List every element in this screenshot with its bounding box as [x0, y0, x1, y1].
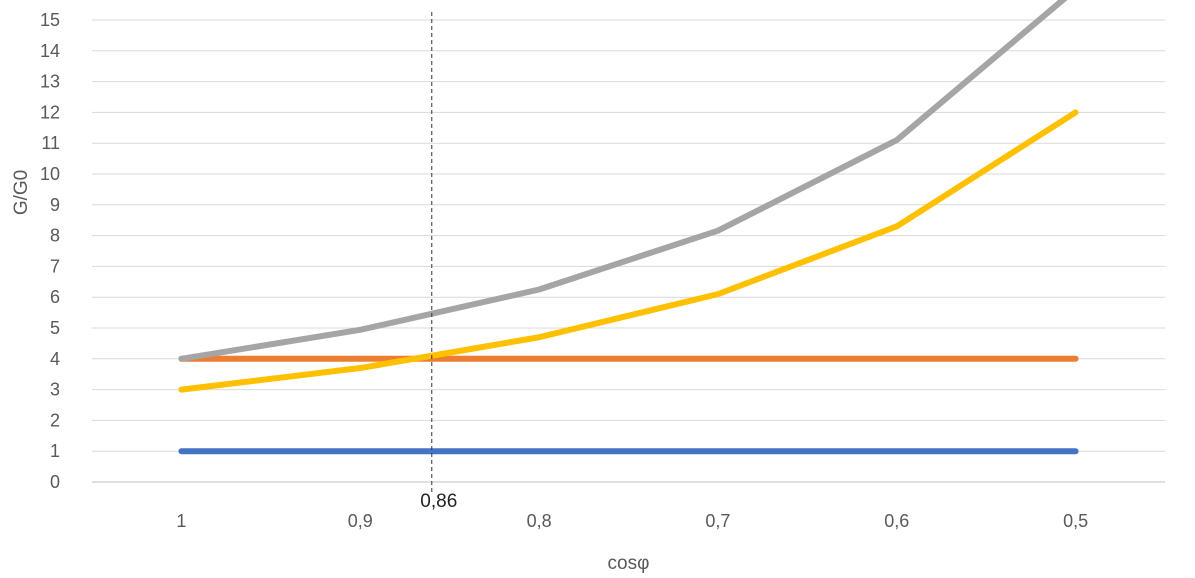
y-tick-label: 6 [50, 287, 60, 307]
x-tick-labels: 1 0,9 0,8 0,7 0,6 0,5 [176, 511, 1088, 531]
gridlines [92, 19, 1165, 483]
y-tick-label: 2 [50, 410, 60, 430]
y-tick-label: 15 [40, 10, 60, 30]
series-line-3 [178, 109, 1079, 393]
x-tick-label: 0,9 [348, 511, 373, 531]
y-tick-label: 7 [50, 256, 60, 276]
series-lines [178, 0, 1079, 455]
annotation: 0,86 [420, 12, 457, 512]
x-tick-label: 0,8 [527, 511, 552, 531]
y-tick-label: 12 [40, 102, 60, 122]
y-tick-label: 0 [50, 472, 60, 492]
series-line-4 [178, 0, 1068, 362]
y-tick-label: 10 [40, 164, 60, 184]
y-tick-label: 4 [50, 349, 60, 369]
x-tick-label: 0,6 [884, 511, 909, 531]
y-tick-label: 13 [40, 72, 60, 92]
y-tick-label: 9 [50, 195, 60, 215]
annotation-label: 0,86 [420, 491, 457, 512]
y-tick-label: 14 [40, 41, 60, 61]
y-tick-label: 3 [50, 380, 60, 400]
y-tick-label: 1 [50, 441, 60, 461]
y-tick-label: 8 [50, 226, 60, 246]
y-tick-label: 11 [41, 133, 60, 153]
x-tick-label: 0,7 [705, 511, 730, 531]
x-tick-label: 0,5 [1063, 511, 1088, 531]
y-tick-label: 5 [50, 318, 60, 338]
y-axis-title: G/G0 [11, 170, 32, 215]
x-tick-label: 1 [176, 511, 186, 531]
x-axis-title: cosφ [608, 553, 650, 574]
